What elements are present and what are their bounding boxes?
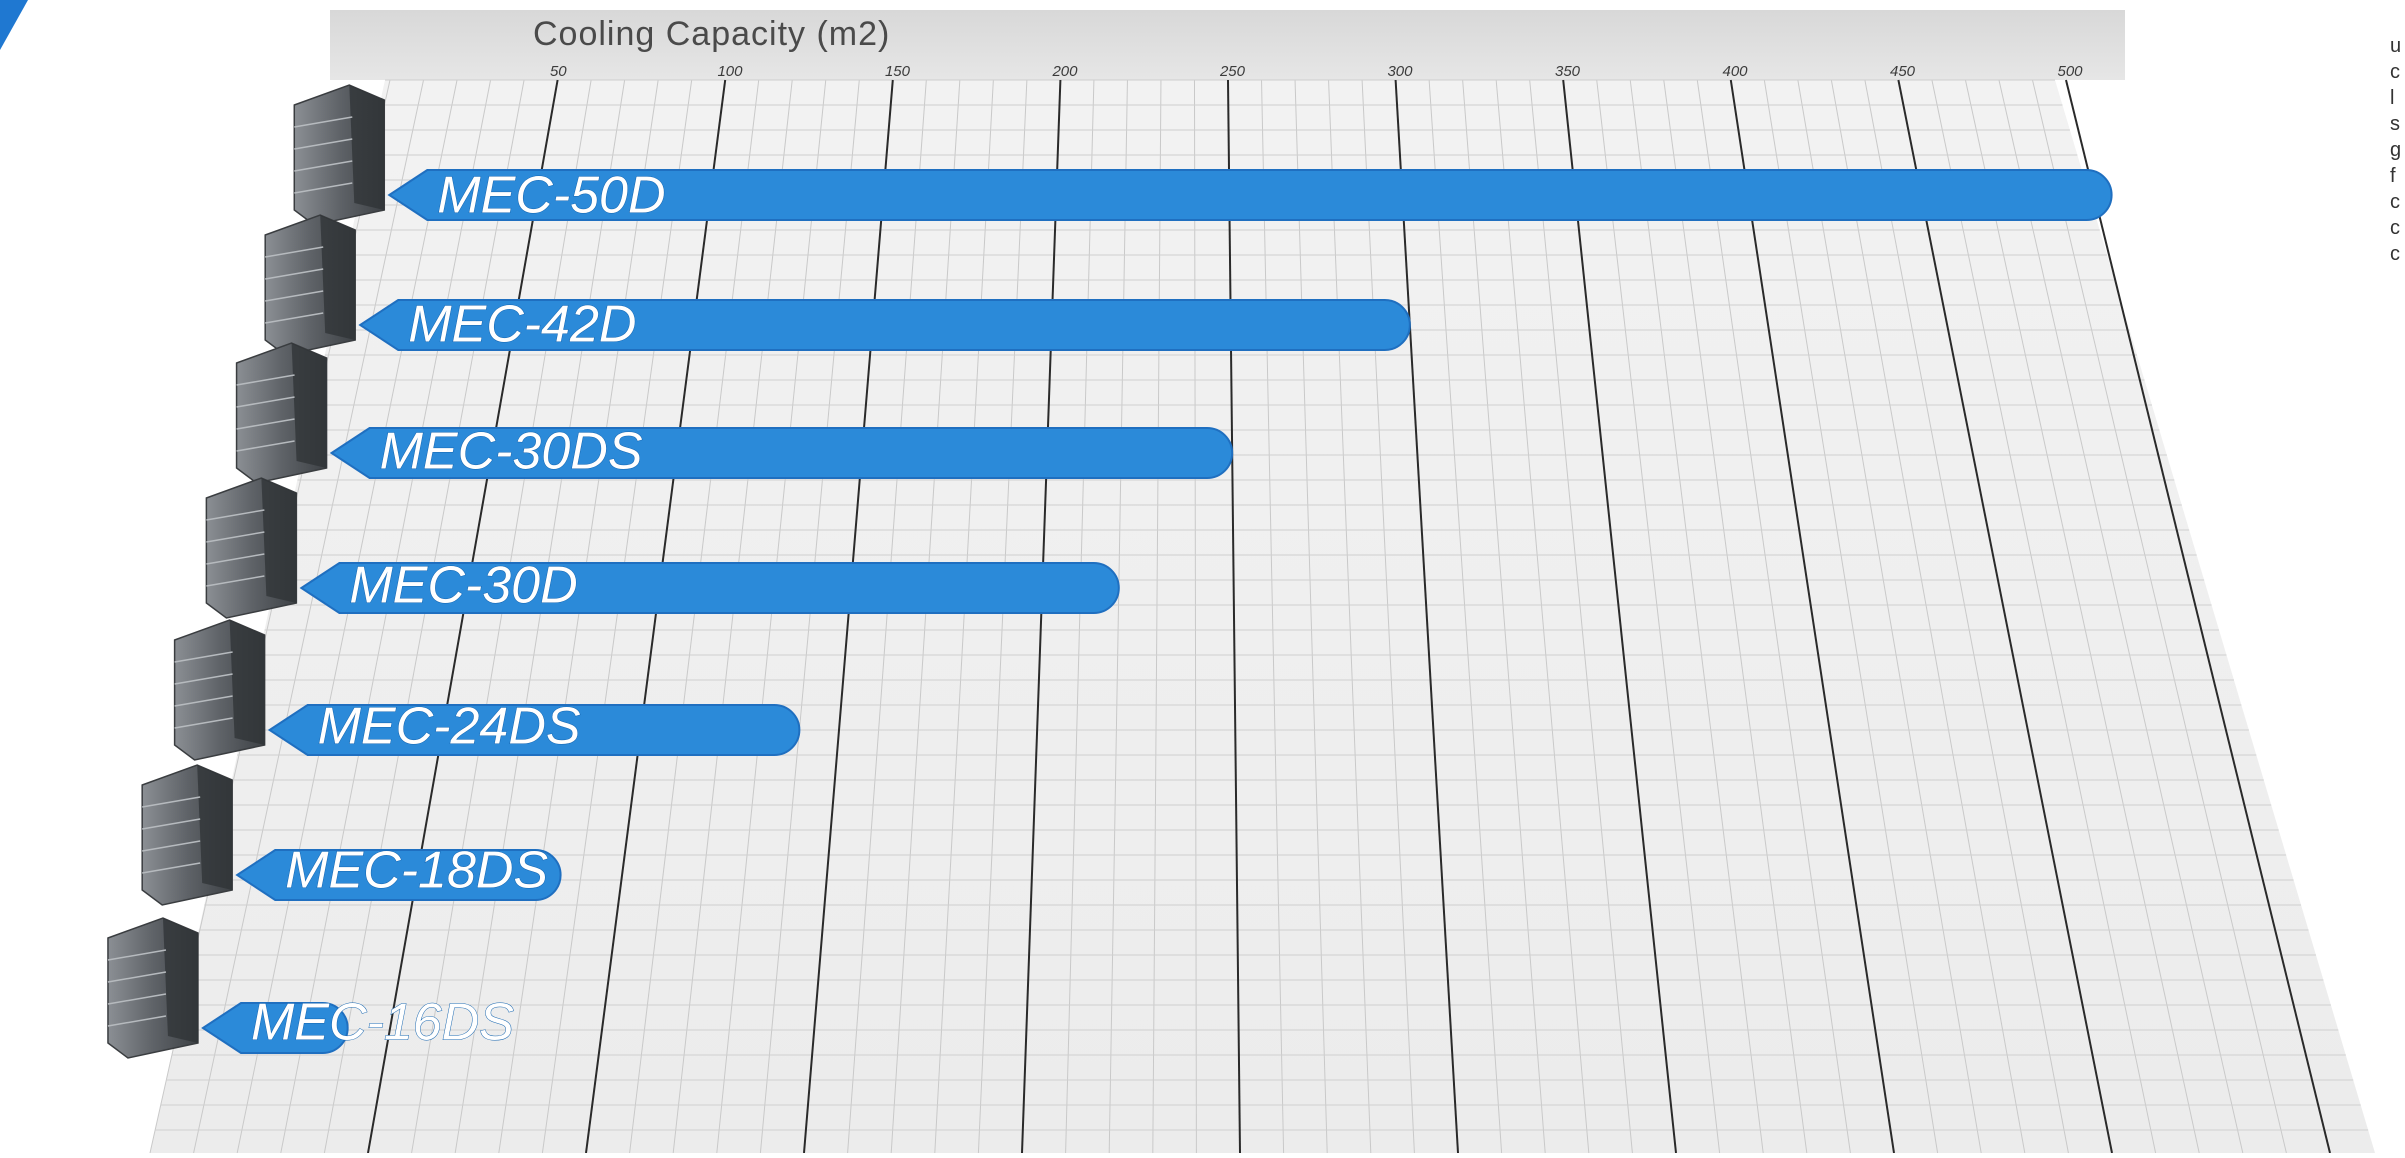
cooler-unit-icon — [142, 765, 232, 905]
x-tick-label: 200 — [1051, 63, 1078, 80]
side-text-letter: c — [2390, 61, 2400, 83]
grid-floor — [150, 80, 2375, 1153]
cooler-unit-icon — [294, 85, 384, 225]
bar-label: MEC-16DS — [251, 994, 514, 1052]
cooler-unit-icon — [237, 343, 327, 483]
x-tick-label: 400 — [1722, 63, 1748, 80]
bar-label: MEC-30D — [349, 557, 577, 615]
bar-label: MEC-18DS — [285, 842, 548, 900]
x-tick-label: 350 — [1555, 63, 1581, 80]
x-tick-label: 500 — [2058, 63, 2084, 80]
side-text-letter: f — [2390, 165, 2396, 187]
x-tick-label: 150 — [885, 63, 911, 80]
side-text-letter: l — [2390, 87, 2394, 109]
bar-label: MEC-30DS — [380, 423, 643, 481]
x-tick-label: 300 — [1387, 63, 1413, 80]
x-tick-label: 100 — [717, 63, 743, 80]
bar-label: MEC-50D — [437, 167, 665, 225]
cooler-unit-icon — [175, 620, 265, 760]
cooler-unit-icon — [265, 215, 355, 355]
side-text-letter: s — [2390, 113, 2400, 135]
cooler-unit-icon — [108, 918, 198, 1058]
side-text-letter: u — [2390, 35, 2401, 57]
side-text-letter: c — [2390, 217, 2400, 239]
x-tick-label: 250 — [1219, 63, 1246, 80]
x-tick-label: 50 — [550, 63, 567, 80]
x-tick-label: 450 — [1890, 63, 1916, 80]
bar-label: MEC-42D — [408, 296, 636, 354]
bar-label: MEC-24DS — [318, 698, 581, 756]
axis-title: Cooling Capacity (m2) — [533, 15, 890, 53]
side-text-letter: g — [2390, 139, 2401, 161]
side-text-letter: c — [2390, 191, 2400, 213]
cooler-unit-icon — [206, 478, 296, 618]
corner-accent — [0, 0, 28, 50]
side-text-letter: c — [2390, 243, 2400, 265]
